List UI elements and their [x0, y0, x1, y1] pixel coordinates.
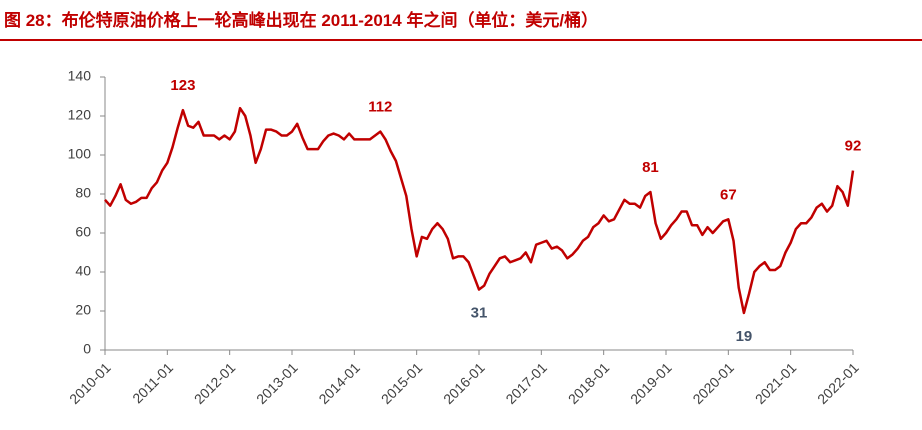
x-tick-label: 2018-01 [565, 359, 613, 407]
x-tick-label: 2014-01 [315, 359, 363, 407]
x-tick-label: 2016-01 [440, 359, 488, 407]
y-tick-label: 140 [68, 68, 92, 84]
x-tick-label: 2015-01 [378, 359, 426, 407]
chart-title: 图 28：布伦特原油价格上一轮高峰出现在 2011-2014 年之间（单位：美元… [4, 10, 598, 30]
x-tick-label: 2019-01 [627, 359, 675, 407]
y-tick-label: 0 [83, 341, 91, 357]
annotation: 81 [642, 159, 659, 176]
annotation: 92 [845, 138, 862, 155]
x-tick-label: 2022-01 [814, 359, 862, 407]
y-tick-label: 60 [75, 224, 91, 240]
annotation: 19 [736, 328, 753, 345]
x-tick-label: 2017-01 [502, 359, 550, 407]
x-tick-label: 2011-01 [129, 359, 176, 406]
x-tick-label: 2010-01 [66, 359, 114, 407]
y-tick-label: 20 [75, 302, 91, 318]
y-tick-label: 100 [68, 146, 92, 162]
annotation: 112 [368, 99, 392, 116]
y-tick-label: 120 [68, 107, 92, 123]
y-tick-label: 40 [75, 263, 91, 279]
y-tick-label: 80 [75, 185, 91, 201]
annotation: 123 [170, 77, 195, 94]
x-tick-label: 2020-01 [689, 359, 737, 407]
x-tick-label: 2021-01 [752, 359, 800, 407]
x-tick-label: 2012-01 [191, 359, 239, 407]
annotation: 67 [720, 186, 737, 203]
price-line [104, 106, 855, 315]
annotation: 31 [471, 305, 488, 322]
x-tick-label: 2013-01 [253, 359, 301, 407]
